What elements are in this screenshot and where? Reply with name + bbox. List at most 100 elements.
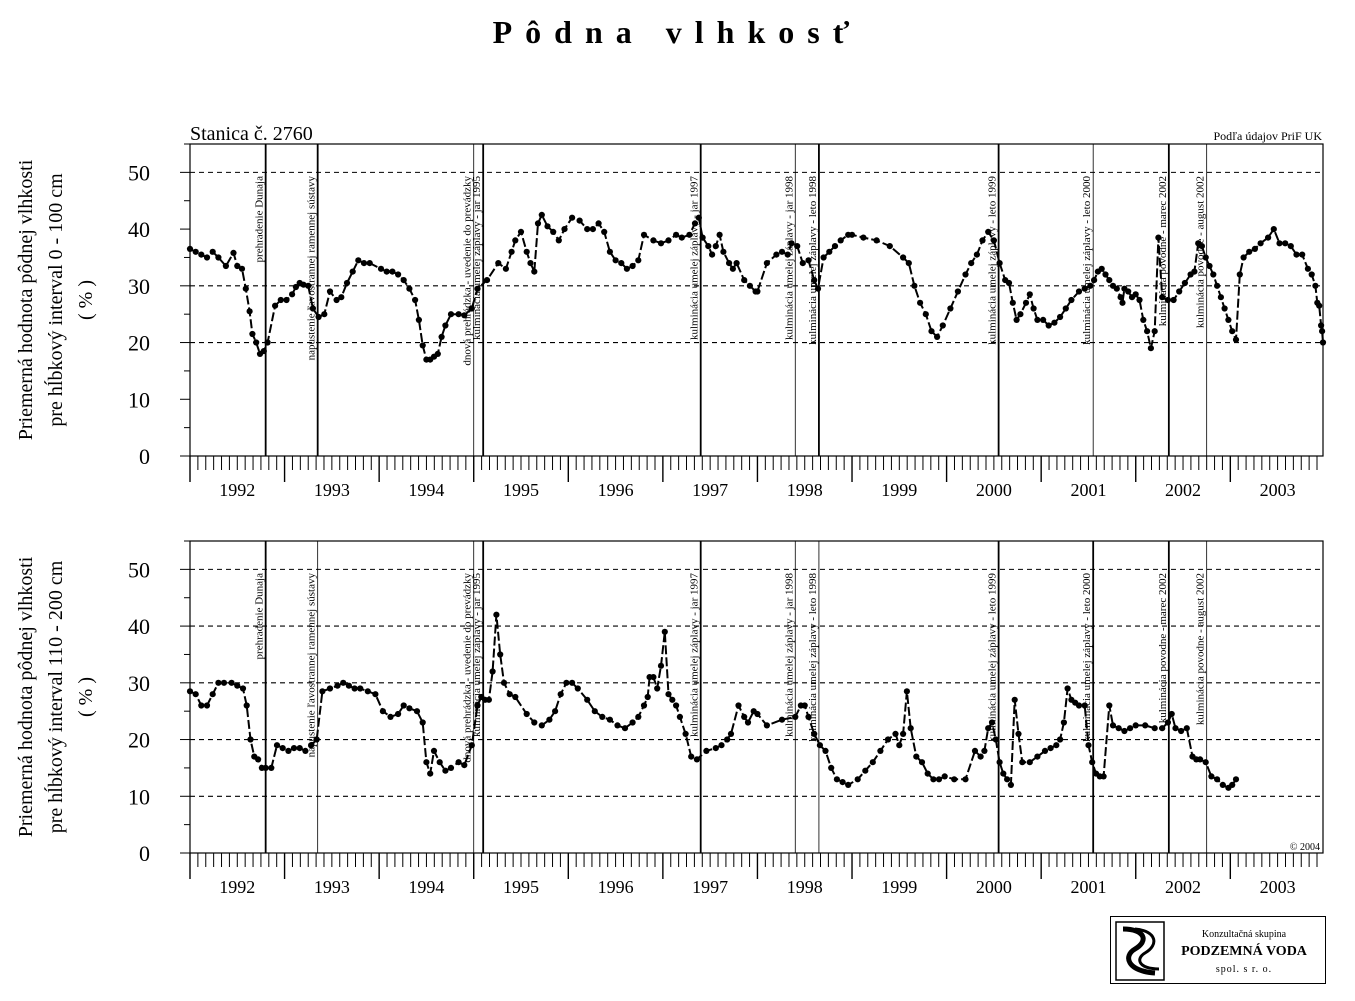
data-point — [495, 260, 502, 267]
data-point — [1127, 725, 1134, 732]
data-point — [930, 776, 937, 783]
data-point — [831, 243, 839, 250]
data-point — [1308, 271, 1315, 278]
x-tick-label: 1997 — [692, 480, 728, 500]
data-point — [1304, 265, 1311, 272]
data-point — [1210, 271, 1217, 278]
plot-frame — [189, 143, 1324, 457]
data-point — [523, 710, 530, 718]
data-point — [279, 745, 286, 752]
data-point — [729, 265, 737, 272]
event-label: prehradenie Dunaja — [254, 176, 266, 263]
data-point — [203, 254, 211, 261]
data-point — [1132, 722, 1139, 729]
data-point — [434, 350, 441, 357]
data-point — [1206, 262, 1213, 270]
data-point — [584, 226, 591, 233]
data-point — [699, 234, 706, 241]
data-point — [264, 339, 271, 346]
wave-logo-icon — [1115, 921, 1165, 981]
data-point — [1140, 316, 1147, 323]
data-point — [538, 211, 545, 218]
data-point — [922, 311, 929, 318]
y-axis-label: pre hĺbkový interval 110 - 200 cm — [43, 560, 67, 833]
data-point — [918, 759, 926, 766]
data-point — [569, 679, 576, 686]
data-point — [896, 742, 903, 749]
data-point — [209, 691, 216, 698]
data-point — [1026, 759, 1033, 766]
data-point — [1191, 268, 1198, 275]
data-point — [427, 770, 434, 777]
event-label: dnová prehrádzka - uvedenie do prevádzky — [462, 573, 474, 763]
data-point — [988, 719, 996, 726]
data-point — [419, 719, 426, 726]
data-point — [1062, 305, 1069, 312]
data-point — [1217, 294, 1224, 301]
data-point — [688, 753, 695, 760]
data-point — [468, 742, 475, 749]
data-point — [792, 713, 799, 721]
data-point — [508, 248, 515, 255]
data-point — [461, 312, 468, 319]
data-point — [1017, 311, 1024, 318]
data-point — [678, 234, 685, 241]
data-point — [990, 237, 998, 244]
data-point — [917, 299, 924, 306]
data-point — [262, 764, 269, 772]
y-tick-label: 10 — [128, 784, 150, 809]
data-point — [1047, 745, 1054, 752]
data-point — [900, 730, 907, 738]
copyright-note: © 2004 — [1290, 842, 1320, 853]
data-point — [534, 220, 542, 227]
data-point — [1257, 240, 1264, 247]
data-point — [493, 611, 500, 618]
data-point — [1198, 243, 1205, 250]
data-point — [377, 265, 385, 272]
data-point — [455, 311, 462, 318]
data-point — [192, 248, 199, 255]
x-tick-label: 2001 — [1070, 877, 1106, 897]
data-point — [954, 288, 962, 295]
data-point — [601, 228, 608, 235]
event-label: kulminácia umelej záplavy - jar 1995 — [471, 176, 483, 341]
data-point — [741, 713, 748, 721]
y-tick-label: 40 — [128, 614, 150, 639]
data-point — [222, 262, 229, 270]
data-point — [389, 268, 396, 275]
data-point — [599, 713, 606, 721]
data-point — [290, 745, 298, 752]
y-tick-label: 0 — [139, 444, 150, 469]
data-point — [612, 257, 619, 264]
data-point — [238, 265, 246, 272]
data-point — [794, 243, 801, 250]
logo-line3: spol. s r. o. — [1215, 964, 1273, 975]
data-point — [272, 302, 279, 309]
data-point — [1075, 702, 1083, 709]
data-point — [726, 260, 733, 267]
data-point — [1121, 727, 1128, 735]
data-point — [754, 710, 761, 718]
data-point — [412, 296, 419, 304]
data-point — [351, 685, 358, 692]
data-point — [497, 651, 504, 658]
data-point — [1142, 722, 1149, 729]
data-point — [1057, 736, 1064, 743]
data-point — [676, 713, 684, 721]
data-point — [816, 742, 824, 749]
data-point — [907, 725, 914, 732]
data-point — [506, 691, 513, 698]
data-point — [523, 248, 530, 255]
data-point — [333, 296, 340, 304]
data-point — [1113, 285, 1120, 292]
data-point — [483, 277, 491, 284]
data-point — [502, 265, 509, 272]
data-point — [500, 679, 508, 686]
data-point — [538, 722, 545, 729]
x-tick-label: 1992 — [219, 480, 255, 500]
data-point — [839, 779, 846, 786]
data-point — [778, 716, 786, 723]
data-point — [555, 237, 562, 244]
data-point — [1246, 248, 1253, 255]
data-point — [527, 260, 534, 267]
